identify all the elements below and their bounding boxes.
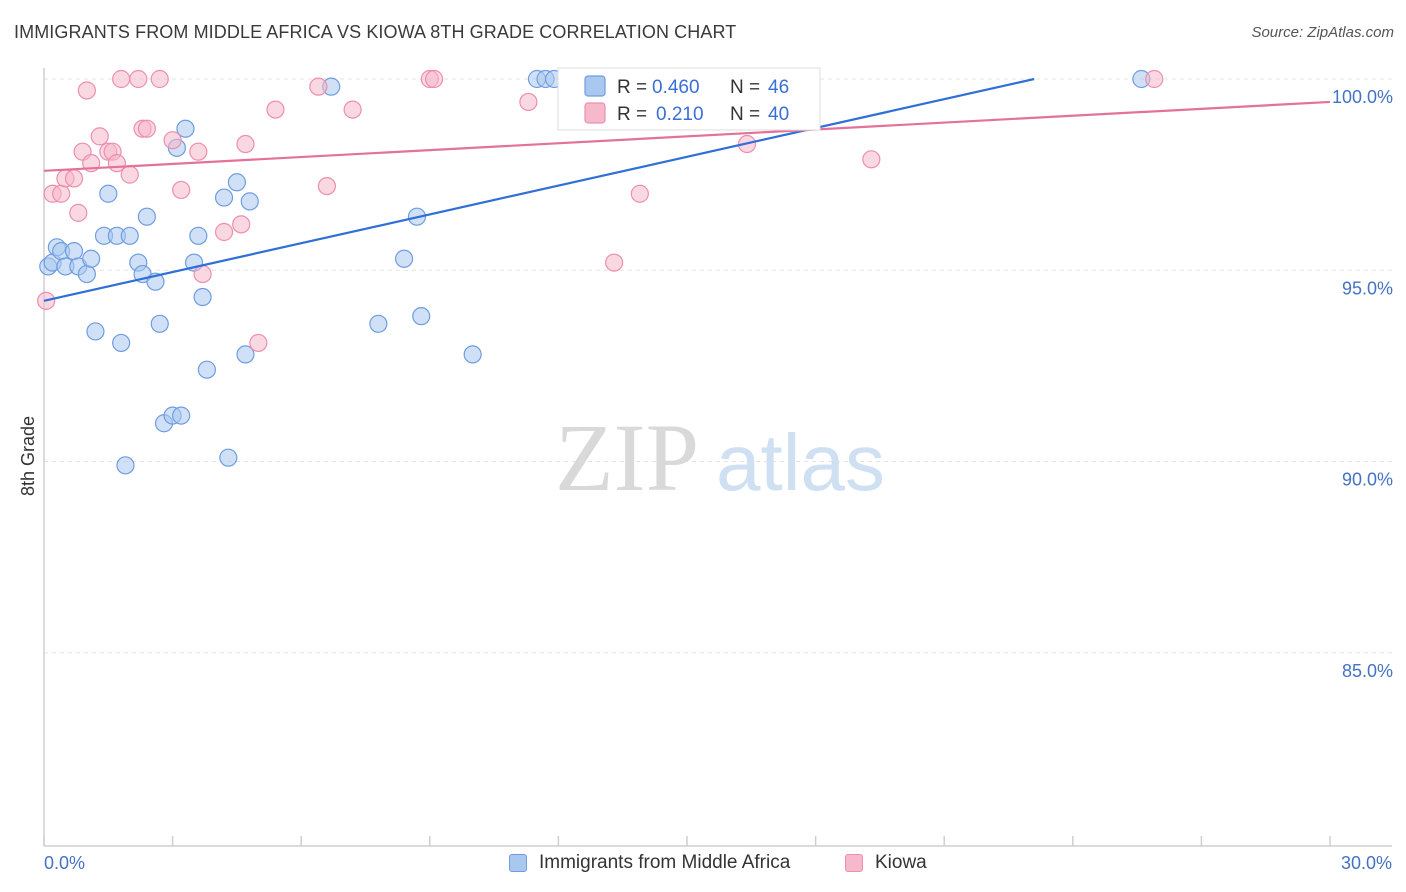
point-kiowa [232, 215, 251, 234]
point-kiowa [189, 142, 208, 161]
y-axis-title: 8th Grade [18, 416, 38, 496]
point-kiowa [266, 100, 285, 119]
stats-legend: R = 0.460 N = 46 R = 0.210 N = 40 [557, 67, 821, 131]
point-immigrants-middle-africa [86, 322, 105, 341]
stats-swatch-pink [584, 102, 606, 124]
point-immigrants-middle-africa [77, 264, 96, 284]
point-kiowa [90, 127, 109, 146]
trend-lines [43, 77, 1331, 302]
point-kiowa [120, 165, 139, 184]
point-immigrants-middle-africa [193, 287, 212, 307]
point-kiowa [112, 69, 131, 89]
stats-n-value-pink: 40 [768, 104, 789, 125]
y-tick-label: 90.0% [1342, 470, 1393, 490]
legend-swatch-blue [509, 854, 527, 872]
point-kiowa [163, 131, 182, 150]
point-immigrants-middle-africa [394, 249, 414, 268]
stats-r-value-pink: 0.210 [656, 104, 704, 125]
point-kiowa [862, 150, 881, 169]
legend-label-immigrants-middle-africa: Immigrants from Middle Africa [539, 852, 791, 873]
legend-swatch-pink [845, 854, 863, 872]
point-immigrants-middle-africa [412, 307, 431, 326]
point-kiowa [150, 69, 169, 89]
chart-title: IMMIGRANTS FROM MIDDLE AFRICA VS KIOWA 8… [14, 22, 737, 42]
watermark-atlas: atlas [716, 418, 885, 507]
legend-label-kiowa: Kiowa [875, 852, 927, 873]
x-tick-label-min: 0.0% [44, 853, 85, 873]
point-kiowa [69, 203, 88, 222]
point-kiowa [317, 177, 337, 196]
point-immigrants-middle-africa [176, 119, 195, 138]
point-kiowa [214, 222, 234, 242]
y-tick-label: 85.0% [1342, 661, 1393, 681]
point-immigrants-middle-africa [214, 188, 234, 207]
stats-swatch-blue [584, 75, 606, 97]
point-kiowa [630, 184, 649, 203]
point-immigrants-middle-africa [240, 192, 259, 211]
trend-line-immigrants-middle-africa [43, 77, 1035, 302]
point-kiowa [1145, 69, 1164, 89]
point-immigrants-middle-africa [189, 226, 208, 245]
point-kiowa [129, 69, 148, 89]
x-ticks [43, 836, 1331, 846]
series-kiowa [37, 69, 1164, 353]
point-immigrants-middle-africa [219, 448, 238, 467]
series-legend: Immigrants from Middle Africa Kiowa [0, 852, 1406, 876]
point-immigrants-middle-africa [369, 314, 388, 333]
point-immigrants-middle-africa [82, 249, 101, 268]
point-kiowa [424, 69, 444, 89]
point-kiowa [605, 253, 624, 272]
stats-n-value-blue: 46 [768, 77, 789, 98]
point-immigrants-middle-africa [99, 184, 118, 203]
point-immigrants-middle-africa [150, 314, 169, 333]
point-kiowa [249, 333, 268, 353]
y-tick-label: 100.0% [1332, 87, 1393, 107]
legend-item-kiowa[interactable]: Kiowa [845, 852, 927, 874]
stats-r-value-blue: 0.460 [652, 77, 700, 98]
gridlines [44, 78, 1392, 654]
point-immigrants-middle-africa [227, 173, 246, 192]
x-tick-label-max: 30.0% [1341, 853, 1392, 873]
point-kiowa [343, 100, 362, 119]
y-tick-label: 95.0% [1342, 278, 1393, 298]
point-immigrants-middle-africa [463, 345, 482, 364]
trend-line-kiowa [43, 100, 1331, 172]
axes [43, 68, 1392, 847]
point-kiowa [172, 180, 191, 200]
stats-n-label-blue: N = [730, 77, 760, 98]
point-kiowa [64, 169, 84, 188]
y-tick-labels: 85.0% 90.0% 95.0% 100.0% [1332, 87, 1393, 681]
point-immigrants-middle-africa [64, 242, 84, 261]
point-immigrants-middle-africa [137, 207, 156, 226]
point-kiowa [519, 92, 538, 112]
stats-n-label-pink: N = [730, 104, 760, 125]
stats-r-label-pink: R = [617, 104, 647, 125]
point-immigrants-middle-africa [197, 360, 216, 379]
point-immigrants-middle-africa [172, 406, 191, 425]
watermark-zip: ZIP [555, 404, 699, 511]
point-kiowa [52, 184, 71, 203]
point-kiowa [236, 134, 255, 154]
point-immigrants-middle-africa [120, 226, 139, 245]
point-kiowa [137, 119, 156, 138]
source-note: Source: ZipAtlas.com [1251, 24, 1394, 41]
point-kiowa [309, 77, 328, 96]
point-immigrants-middle-africa [116, 456, 135, 475]
point-kiowa [77, 81, 96, 100]
watermark: ZIP atlas [555, 404, 885, 511]
point-immigrants-middle-africa [236, 345, 255, 364]
point-kiowa [193, 264, 212, 284]
stats-r-label-blue: R = [617, 77, 647, 98]
legend-item-immigrants-middle-africa[interactable]: Immigrants from Middle Africa [509, 852, 790, 874]
point-immigrants-middle-africa [112, 333, 131, 353]
